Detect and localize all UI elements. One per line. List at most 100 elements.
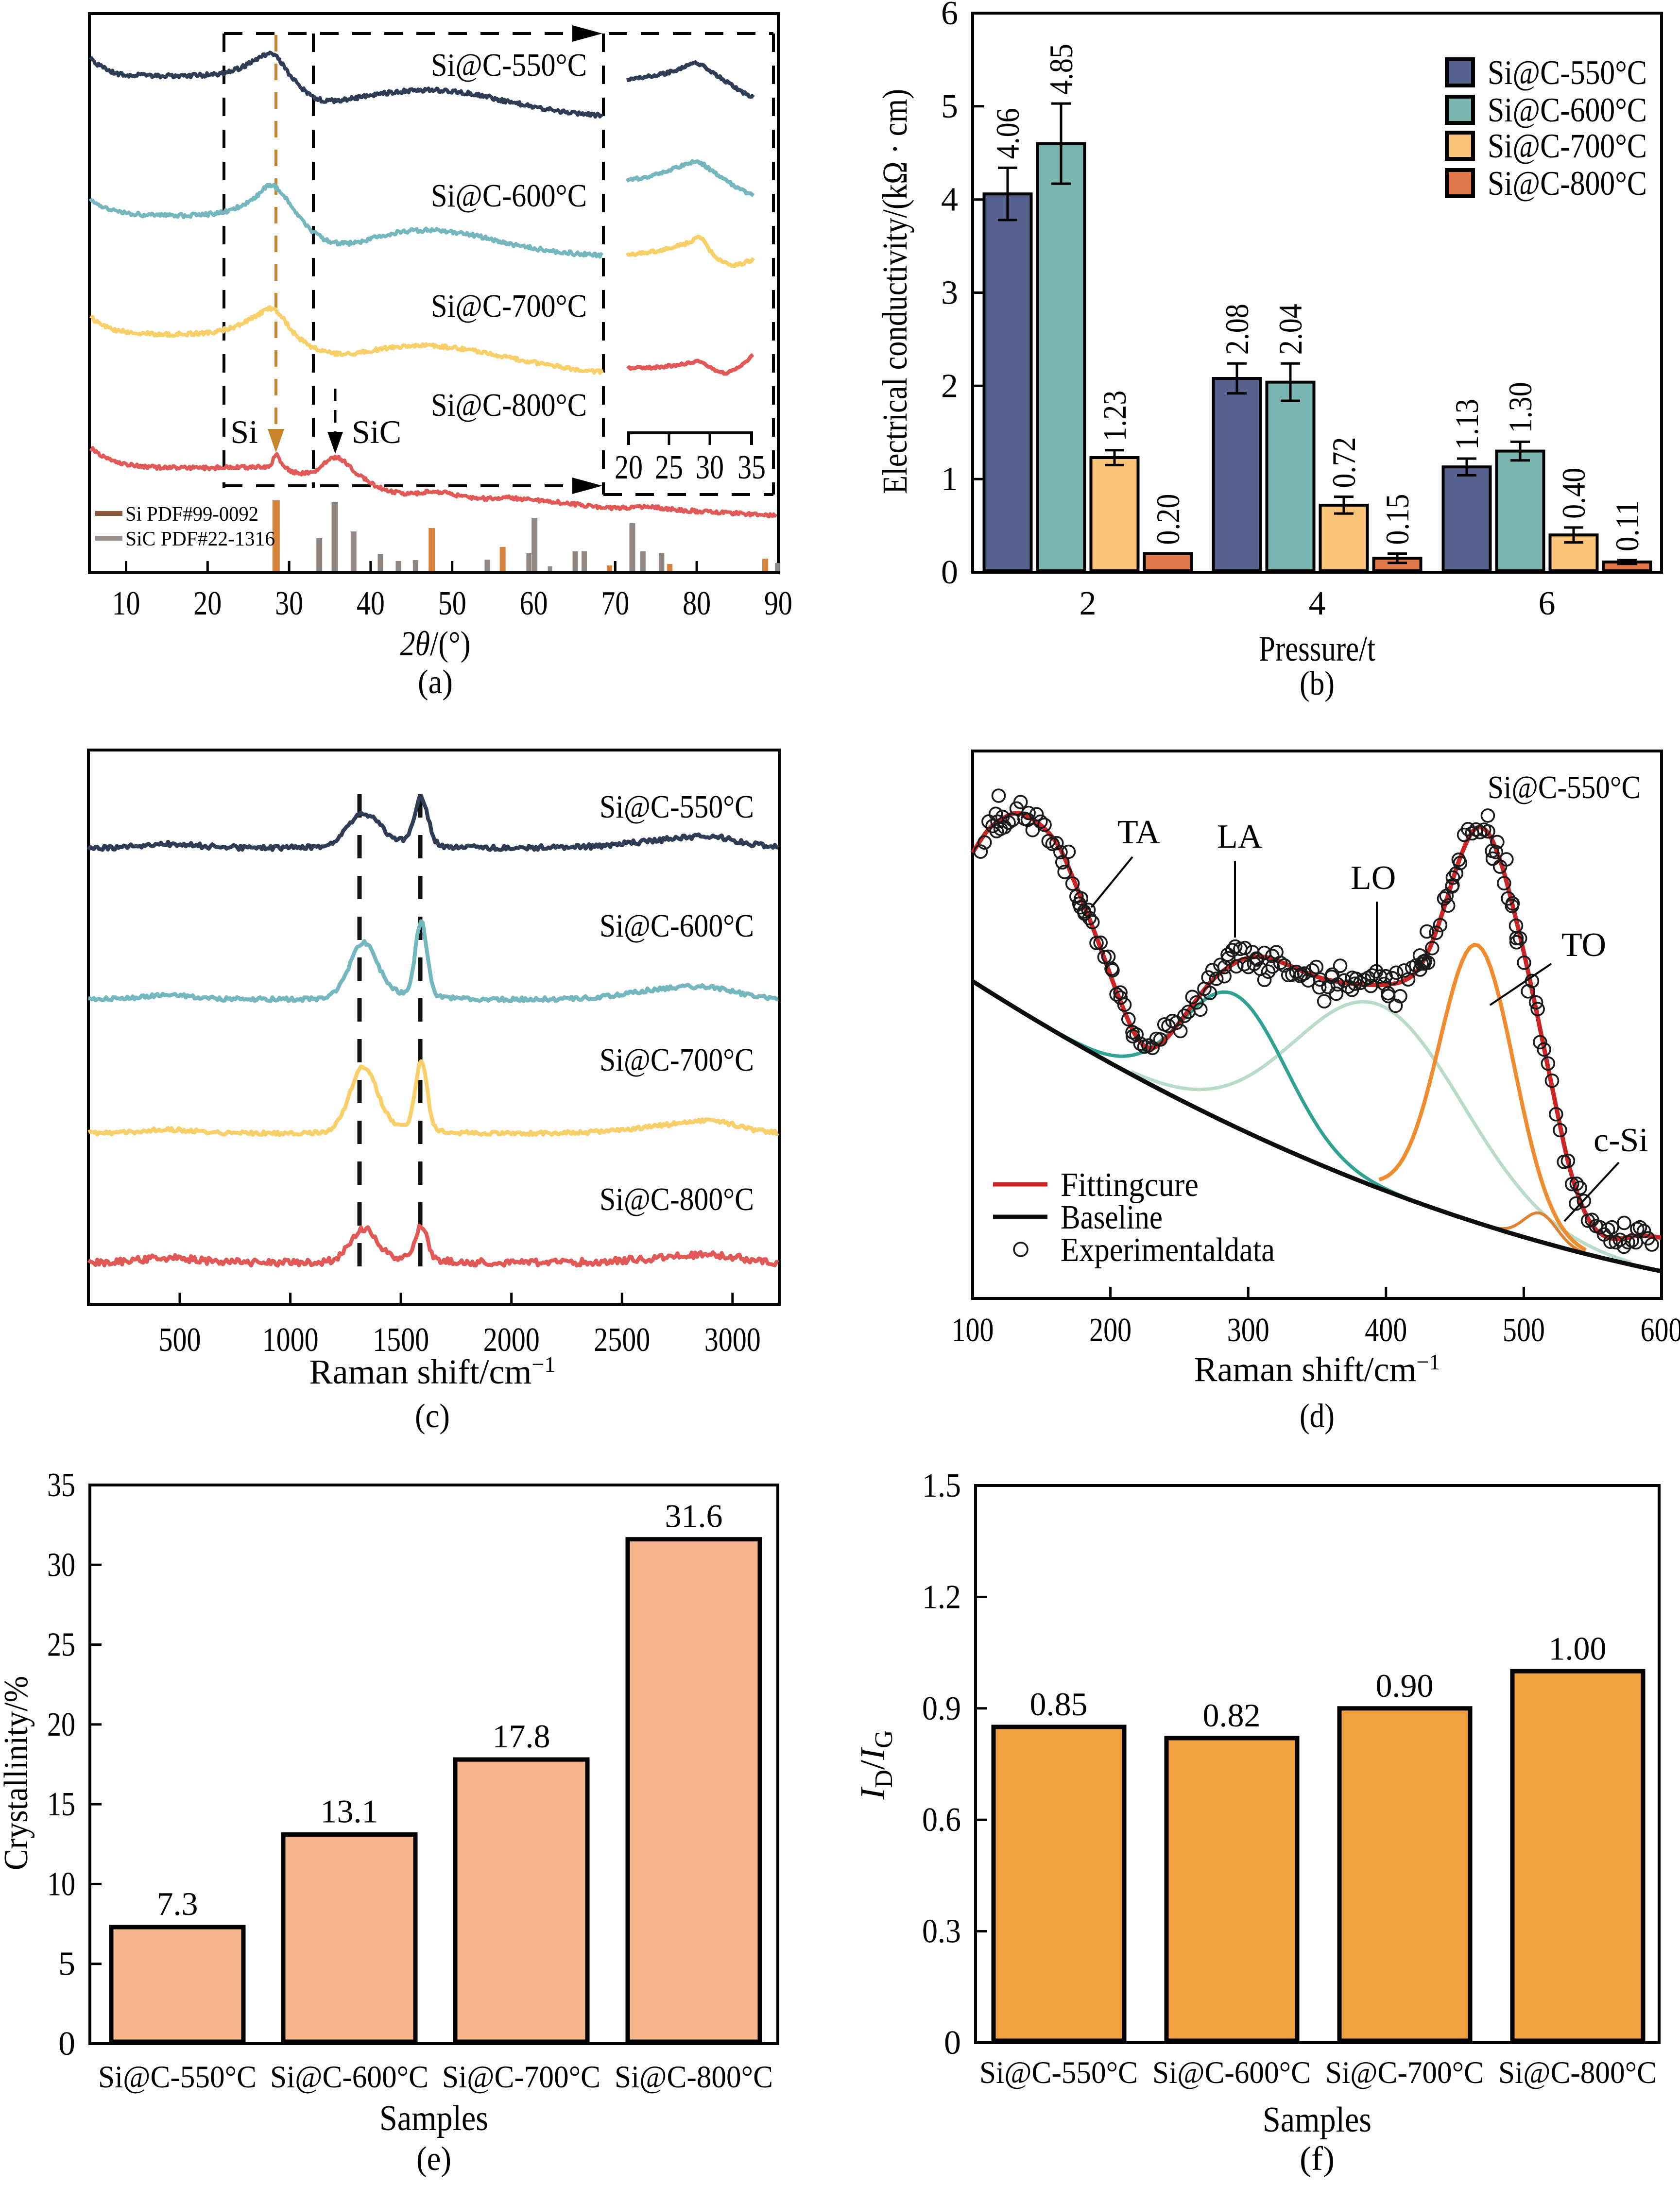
svg-text:Si: Si	[230, 413, 258, 450]
svg-text:17.8: 17.8	[493, 1718, 550, 1755]
svg-text:4: 4	[941, 181, 958, 219]
svg-text:(e): (e)	[416, 2140, 451, 2178]
svg-text:1.13: 1.13	[1448, 399, 1485, 450]
svg-text:Si@C-800°C: Si@C-800°C	[1498, 2055, 1657, 2090]
svg-text:0.20: 0.20	[1149, 494, 1186, 545]
svg-text:TA: TA	[1117, 814, 1160, 851]
svg-text:Experimentaldata: Experimentaldata	[1061, 1231, 1275, 1269]
svg-text:100: 100	[952, 1312, 994, 1349]
svg-text:0.82: 0.82	[1203, 1697, 1261, 1734]
svg-text:ID/IG: ID/IG	[853, 1730, 898, 1800]
svg-text:31.6: 31.6	[665, 1498, 723, 1535]
svg-text:Baseline: Baseline	[1061, 1199, 1163, 1236]
svg-text:30: 30	[275, 585, 303, 622]
svg-text:60: 60	[520, 585, 548, 622]
svg-text:1.30: 1.30	[1502, 382, 1539, 433]
svg-text:40: 40	[357, 585, 385, 622]
svg-text:80: 80	[683, 585, 711, 622]
svg-text:0.40: 0.40	[1555, 468, 1592, 519]
svg-text:20: 20	[615, 449, 643, 486]
svg-text:7.3: 7.3	[157, 1885, 198, 1922]
svg-text:0.6: 0.6	[922, 1801, 961, 1839]
svg-text:2: 2	[1080, 585, 1097, 622]
svg-text:Si@C-700°C: Si@C-700°C	[442, 2060, 600, 2095]
svg-text:20: 20	[193, 585, 222, 622]
svg-text:Si@C-550°C: Si@C-550°C	[1488, 54, 1647, 92]
svg-text:1: 1	[941, 461, 958, 498]
svg-text:13.1: 13.1	[321, 1793, 378, 1830]
svg-text:0.72: 0.72	[1325, 437, 1362, 488]
svg-text:6: 6	[1539, 585, 1556, 622]
svg-text:400: 400	[1365, 1312, 1407, 1349]
svg-text:2: 2	[941, 367, 958, 405]
svg-text:LO: LO	[1351, 859, 1396, 897]
svg-text:Samples: Samples	[379, 2099, 488, 2138]
svg-text:0.11: 0.11	[1609, 500, 1646, 551]
svg-text:(a): (a)	[418, 664, 453, 701]
svg-text:Si@C-800°C: Si@C-800°C	[1488, 165, 1647, 203]
svg-text:2.04: 2.04	[1272, 304, 1309, 355]
svg-text:1.2: 1.2	[922, 1578, 961, 1616]
svg-text:Crystallinity/%: Crystallinity/%	[0, 1676, 35, 1870]
svg-text:10: 10	[47, 1865, 75, 1903]
svg-text:0: 0	[58, 2025, 75, 2063]
svg-text:0.15: 0.15	[1379, 494, 1416, 545]
svg-text:Samples: Samples	[1263, 2100, 1371, 2140]
svg-text:Si@C-550°C: Si@C-550°C	[600, 789, 754, 825]
svg-text:0: 0	[944, 2024, 961, 2062]
svg-text:(b): (b)	[1300, 665, 1335, 702]
svg-text:Si@C-700°C: Si@C-700°C	[600, 1042, 754, 1078]
svg-text:6: 6	[941, 0, 958, 32]
svg-text:Si@C-550°C: Si@C-550°C	[98, 2060, 257, 2095]
svg-text:3: 3	[941, 274, 958, 312]
svg-text:4.85: 4.85	[1043, 44, 1080, 95]
svg-text:Si@C-550°C: Si@C-550°C	[431, 47, 587, 83]
svg-text:0: 0	[941, 554, 958, 591]
svg-text:2θ/(°): 2θ/(°)	[400, 624, 471, 663]
svg-text:70: 70	[601, 585, 629, 622]
svg-text:3000: 3000	[704, 1321, 761, 1359]
svg-text:0.85: 0.85	[1030, 1686, 1088, 1723]
svg-text:Si@C-700°C: Si@C-700°C	[1325, 2055, 1484, 2090]
svg-text:20: 20	[47, 1706, 75, 1743]
svg-text:Pressure/t: Pressure/t	[1259, 629, 1375, 669]
svg-text:500: 500	[1503, 1312, 1545, 1349]
svg-text:(c): (c)	[415, 1398, 450, 1435]
svg-text:c-Si: c-Si	[1594, 1122, 1648, 1159]
svg-text:1.00: 1.00	[1549, 1630, 1607, 1667]
svg-text:0.90: 0.90	[1376, 1667, 1434, 1704]
svg-text:5: 5	[941, 88, 958, 125]
svg-text:TO: TO	[1561, 926, 1606, 964]
svg-text:300: 300	[1227, 1312, 1269, 1349]
svg-text:35: 35	[47, 1467, 75, 1504]
svg-text:2.08: 2.08	[1218, 304, 1255, 355]
svg-text:Si@C-700°C: Si@C-700°C	[1488, 127, 1647, 165]
svg-text:4: 4	[1309, 585, 1326, 622]
svg-text:1000: 1000	[262, 1321, 319, 1359]
svg-text:Si@C-600°C: Si@C-600°C	[270, 2060, 429, 2095]
svg-text:SiC PDF#22-1316: SiC PDF#22-1316	[125, 528, 275, 550]
svg-text:Raman shift/cm−1: Raman shift/cm−1	[1194, 1349, 1440, 1389]
svg-text:SiC: SiC	[352, 413, 401, 450]
svg-text:Si@C-800°C: Si@C-800°C	[600, 1181, 754, 1217]
svg-text:1.5: 1.5	[922, 1467, 961, 1504]
svg-text:Si PDF#99-0092: Si PDF#99-0092	[125, 503, 258, 526]
svg-text:Raman shift/cm−1: Raman shift/cm−1	[309, 1352, 556, 1391]
svg-text:200: 200	[1089, 1312, 1131, 1349]
svg-text:2000: 2000	[483, 1321, 540, 1359]
svg-text:2500: 2500	[594, 1321, 650, 1359]
svg-text:1500: 1500	[373, 1321, 429, 1359]
svg-text:500: 500	[159, 1321, 201, 1359]
svg-text:4.06: 4.06	[989, 108, 1026, 159]
svg-text:5: 5	[58, 1946, 75, 1983]
svg-text:(d): (d)	[1300, 1398, 1335, 1435]
svg-text:LA: LA	[1217, 818, 1263, 855]
svg-text:Si@C-700°C: Si@C-700°C	[431, 288, 587, 324]
svg-text:Si@C-600°C: Si@C-600°C	[1488, 91, 1647, 129]
svg-text:30: 30	[47, 1546, 75, 1584]
svg-text:Si@C-550°C: Si@C-550°C	[1488, 769, 1641, 805]
svg-text:50: 50	[438, 585, 466, 622]
svg-text:90: 90	[764, 585, 792, 622]
svg-text:Si@C-550°C: Si@C-550°C	[979, 2055, 1138, 2090]
svg-text:0.3: 0.3	[922, 1913, 961, 1950]
